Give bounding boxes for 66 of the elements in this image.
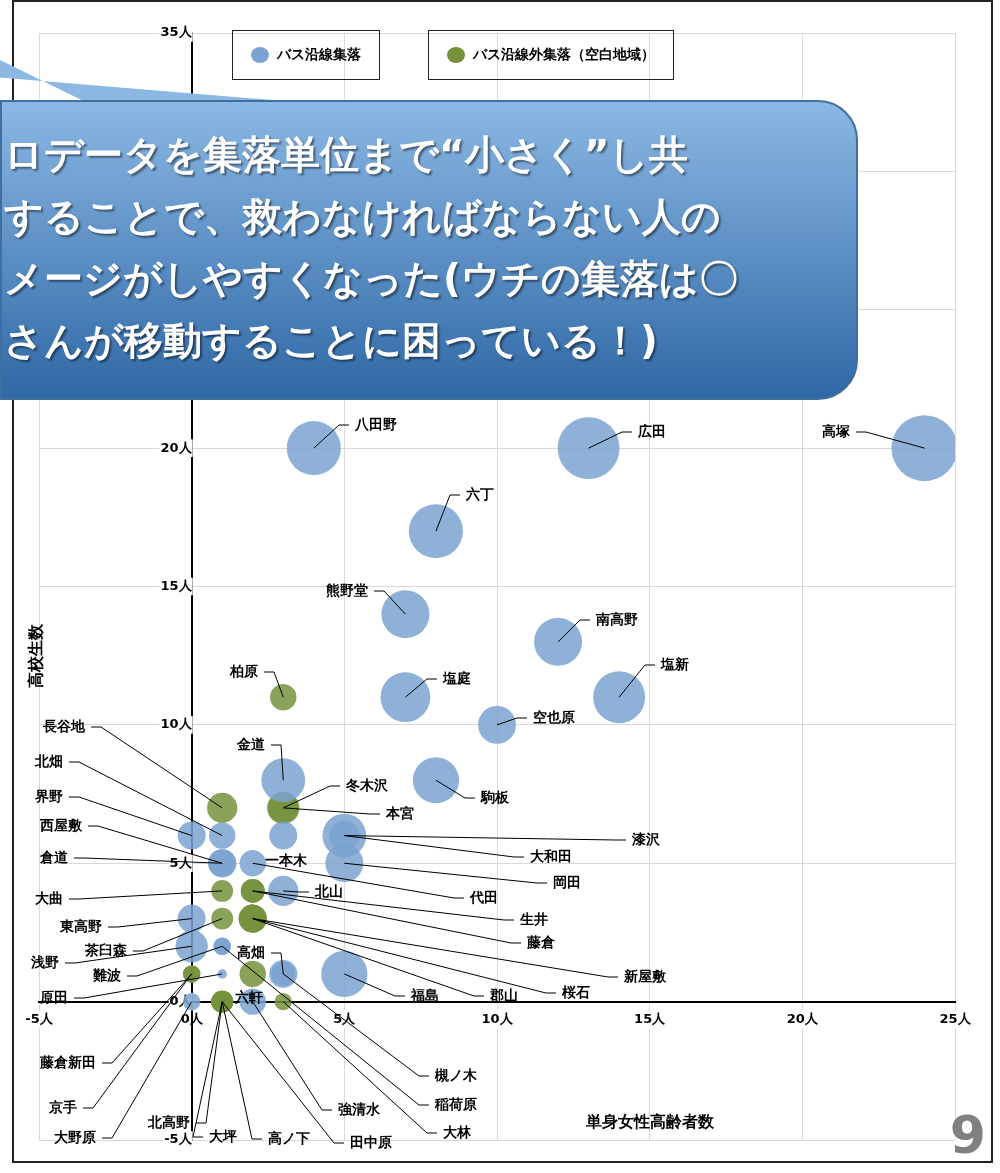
- annotation: 藤倉新田: [39, 1053, 96, 1070]
- annotation: 藤倉: [526, 933, 556, 950]
- annotation: 北山: [314, 882, 343, 899]
- legend-label: バス沿線外集落（空白地域）: [473, 46, 655, 64]
- annotation: 高塚: [822, 422, 851, 439]
- x-axis-title: 単身女性高齢者数: [584, 1112, 715, 1132]
- annotation: 東高野: [59, 917, 102, 934]
- annotation: 大和田: [530, 847, 572, 864]
- annotation: 界野: [34, 787, 63, 804]
- annotation: ロデータを集落単位まで“小さく”し共することで、救わなければならない人のメージがしやすくなった(ウチの集落は〇さんが移動することに困っている！): [4, 131, 738, 365]
- y-tick-label: 35人: [160, 24, 193, 40]
- annotation: 強清水: [338, 1100, 381, 1117]
- annotation: 高畑: [237, 943, 265, 960]
- y-tick-label: 20人: [160, 439, 193, 455]
- annotation: 本宮: [385, 804, 414, 821]
- annotation: 西屋敷: [39, 816, 83, 833]
- legend-label: バス沿線集落: [277, 46, 361, 64]
- annotation: 岡田: [553, 873, 581, 890]
- annotation: 塩庭: [442, 669, 471, 686]
- annotation: 代田: [469, 888, 498, 905]
- annotation: 漆沢: [631, 830, 661, 847]
- y-tick-label: -5人: [164, 1131, 193, 1147]
- x-tick-label: -5人: [25, 1010, 54, 1026]
- annotation: 郡山: [489, 986, 518, 1003]
- annotation: 茶臼森: [84, 941, 128, 958]
- annotation: 難波: [92, 966, 121, 983]
- annotation: 大野原: [54, 1128, 96, 1145]
- annotation: 柏原: [229, 662, 258, 679]
- annotation: 一本木: [265, 851, 308, 868]
- x-tick-label: 20人: [786, 1010, 819, 1026]
- annotation: 桜石: [561, 983, 590, 1000]
- x-tick-label: 10人: [481, 1010, 514, 1026]
- annotation: 大曲: [35, 889, 63, 906]
- annotation: 槻ノ木: [434, 1066, 478, 1083]
- x-tick-label: 25人: [939, 1010, 972, 1026]
- annotation: 八田野: [354, 415, 397, 432]
- annotation: 京手: [48, 1098, 77, 1115]
- annotation: 冬木沢: [345, 776, 389, 793]
- annotation: 9: [949, 1105, 986, 1165]
- annotation: 福島: [410, 986, 439, 1003]
- annotation: 南高野: [595, 610, 638, 627]
- y-tick-label: 0人: [169, 993, 193, 1008]
- annotation: 塩新: [660, 655, 689, 672]
- annotation: 浅野: [30, 953, 59, 970]
- y-axis-title: 高校生数: [26, 622, 46, 688]
- annotation: 稲荷原: [434, 1095, 477, 1112]
- annotation: 熊野堂: [326, 581, 368, 598]
- y-tick-label: 15人: [160, 577, 193, 593]
- annotation: 北高野: [147, 1113, 190, 1130]
- annotation: 北畑: [34, 752, 63, 769]
- annotation: 金道: [236, 735, 266, 752]
- annotation: 新屋敷: [623, 967, 667, 984]
- y-tick-label: 10人: [160, 716, 193, 732]
- x-tick-label: 5人: [333, 1010, 357, 1026]
- annotation: 六丁: [465, 485, 494, 502]
- x-tick-label: 15人: [634, 1010, 667, 1026]
- annotation: 空也原: [533, 708, 575, 725]
- annotation: 田中原: [350, 1133, 392, 1150]
- annotation: 長谷地: [42, 717, 86, 734]
- annotation: 生井: [519, 910, 548, 927]
- annotation: 駒板: [480, 788, 510, 805]
- annotation: 高ノ下: [268, 1129, 310, 1146]
- annotation: 広田: [637, 422, 666, 439]
- annotation: 大坪: [209, 1127, 237, 1144]
- annotation: 大林: [443, 1123, 472, 1140]
- annotation: 倉道: [39, 848, 69, 865]
